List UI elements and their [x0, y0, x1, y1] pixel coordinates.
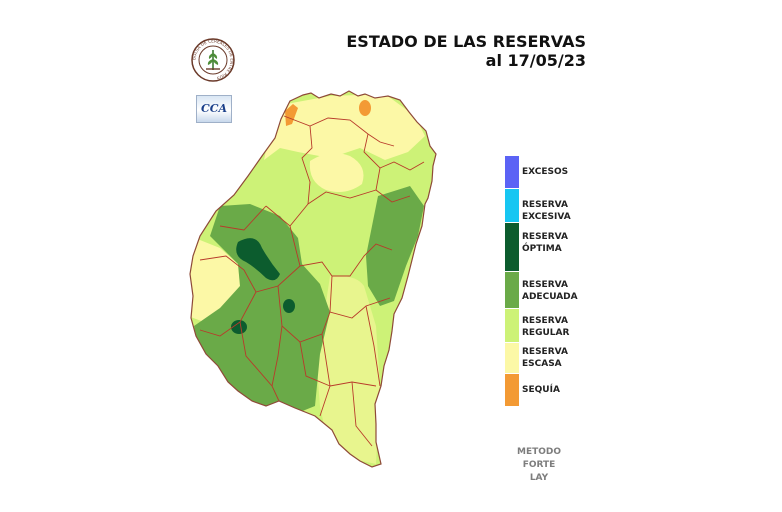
map-title: ESTADO DE LAS RESERVAS al 17/05/23 — [346, 32, 586, 70]
entre-rios-map — [180, 86, 442, 476]
legend-swatch — [505, 343, 519, 373]
legend-label: RESERVA REGULAR — [522, 316, 570, 338]
legend-label: EXCESOS — [522, 167, 569, 177]
legend-swatch — [505, 309, 519, 342]
legend-swatch — [505, 272, 519, 308]
legend-swatch — [505, 223, 519, 271]
legend-label: RESERVA ESCASA — [522, 347, 568, 369]
bolsa-cereales-logo: BOLSA DE CEREALES DE ENTRE RIOS — [191, 38, 235, 82]
method-line-2: FORTE LAY — [522, 460, 556, 483]
wheat-seal-icon — [206, 50, 220, 70]
cca-logo: CCA — [196, 95, 232, 123]
method-line-1: METODO — [516, 447, 561, 457]
legend-label: RESERVA ÓPTIMA — [522, 232, 568, 254]
legend-swatch — [505, 189, 519, 222]
legend-label: RESERVA EXCESIVA — [522, 200, 571, 222]
title-line-2: al 17/05/23 — [485, 51, 586, 70]
legend-label: SEQUÍA — [522, 385, 560, 395]
title-line-1: ESTADO DE LAS RESERVAS — [346, 32, 586, 51]
legend-swatch — [505, 374, 519, 406]
legend-swatch — [505, 156, 519, 188]
legend-label: RESERVA ADECUADA — [522, 280, 578, 302]
method-note: METODO FORTE LAY — [514, 446, 564, 485]
